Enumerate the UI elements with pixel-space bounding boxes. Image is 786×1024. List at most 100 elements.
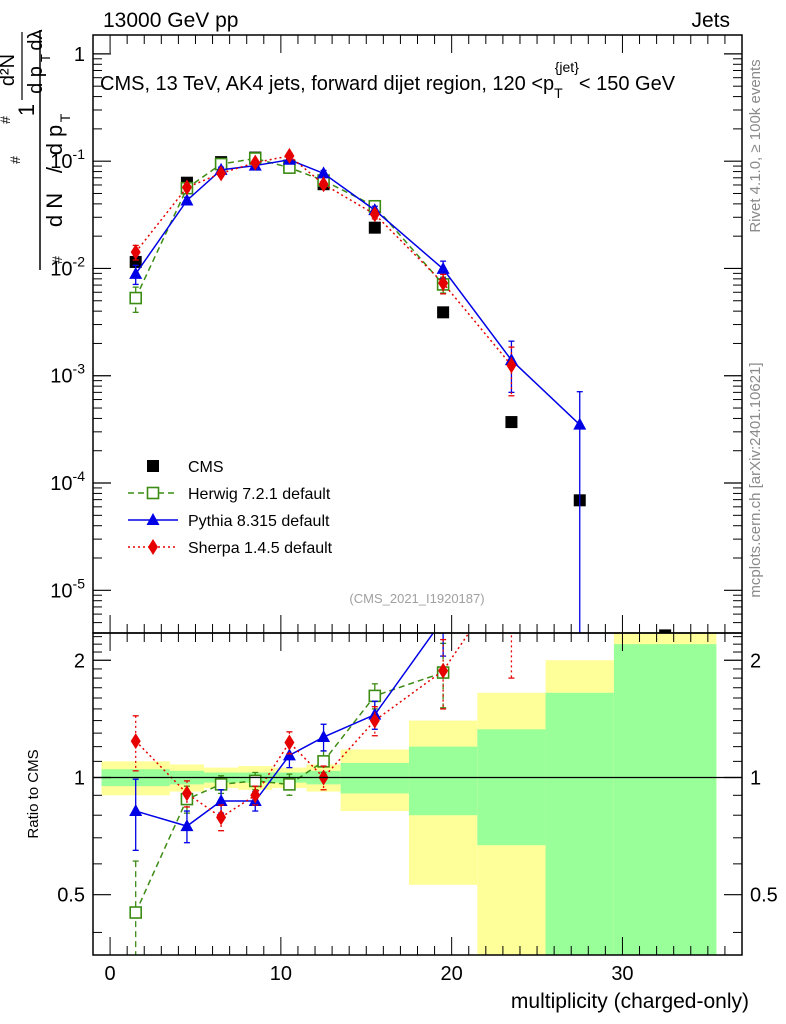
ylabel-dN: d N [42,193,67,227]
main-pythia-point [436,261,450,274]
ratio-band-inner-9 [545,692,614,955]
main-herwig-point [129,291,142,305]
ratio-sherpa-point [506,563,516,579]
ylabel-hash-1: # [49,256,65,264]
ratio-sherpa-point [284,734,295,751]
ratio-y-tick-label-right: 2 [750,650,761,672]
legend-cms-marker [147,460,159,472]
ratio-herwig-point [283,778,296,791]
main-sherpa-point [130,244,141,261]
main-cms-point [659,629,672,633]
main-pythia-line [135,159,581,426]
ratio-pythia-point [214,794,228,807]
main-cms-point [368,221,381,234]
ratio-pythia-point [317,730,331,743]
main-sherpa-point [181,179,192,196]
ylabel-hash-top: # [7,156,23,164]
axes-layer: 1 10-1 10-2 10-3 10-4 10-5 0 10 20 30 0.5 0.5 1 1 2 2 [50,35,778,985]
title-sup: {jet} [555,59,579,75]
ratio-series-layer [129,563,516,955]
x-tick-label: 10 [270,963,292,985]
x-tick-label: 20 [441,963,463,985]
title-suffix: < 150 GeV [579,73,676,95]
ratio-sherpa-line [135,633,470,819]
main-y-tick-label: 10-1 [50,146,85,173]
ratio-y-tick-label-right: 0.5 [750,885,778,907]
ylabel-one: 1 [14,104,39,116]
ratio-sherpa-point [130,733,141,750]
ratio-pythia-point [180,819,194,832]
ratio-sherpa-point [369,712,380,729]
main-y-tick-label: 10-5 [50,575,85,602]
analysis-watermark: (CMS_2021_I1920187) [349,591,484,606]
main-y-tick-label: 10-2 [50,253,85,280]
main-y-tick-label: 1 [74,44,85,66]
ratio-band-inner-6 [340,762,409,794]
main-sherpa-point [216,165,227,182]
ylabel-T2: T [38,54,53,62]
main-pythia-point [129,266,143,279]
ratio-herwig-point [368,689,382,703]
ratio-band-inner-8 [477,729,546,846]
main-y-tick-label: 10-4 [50,468,85,495]
ratio-sherpa-point [438,662,449,679]
title-sub: T [554,85,563,101]
ylabel-hash-2: # [0,116,13,124]
legend-cms-label: CMS [188,459,224,476]
legend-herwig-marker [146,486,160,500]
ratio-herwig-point [214,778,228,791]
main-pythia-point [180,193,194,206]
x-tick-label: 30 [611,963,633,985]
legend: CMS Herwig 7.2.1 default Pythia 8.315 defa… [128,459,333,557]
ratio-sherpa-point [181,785,192,802]
ratio-band-inner-10 [613,644,717,955]
main-cms-point [505,416,518,429]
main-sherpa-point [284,147,295,164]
main-y-axis-label: # 1 d N / d p T # d²N d p T dλ # [0,29,73,270]
ylabel-slash: / [42,166,67,173]
mcplots-label: mcplots.cern.ch [arXiv:2401.10621] [747,362,764,597]
ratio-pythia-point [129,804,143,817]
ylabel-dptdl: d p [25,66,47,94]
main-y-tick-label: 10-3 [50,361,85,388]
main-sherpa-point [506,357,517,374]
x-axis-label: multiplicity (charged-only) [511,990,749,1013]
main-sherpa-point [250,154,261,171]
main-pythia-point [317,166,331,179]
main-sherpa-point [438,275,449,292]
plot-title: CMS, 13 TeV, AK4 jets, forward dijet reg… [100,59,676,101]
main-pythia-point [573,417,587,430]
ratio-sherpa-point [250,787,261,804]
ratio-pythia-point [437,612,450,624]
main-cms-point [437,306,450,319]
ylabel-dl: dλ [25,29,47,50]
title-prefix: CMS, 13 TeV, AK4 jets, forward dijet reg… [100,73,554,95]
rivet-version-label: Rivet 4.1.0, ≥ 100k events [747,59,764,232]
ratio-y-tick-label-right: 1 [750,767,761,789]
legend-pythia-marker [146,513,160,525]
ratio-y-tick-label: 0.5 [57,885,85,907]
x-tick-label: 0 [105,963,116,985]
ratio-band-inner-7 [408,746,478,816]
header-right: Jets [691,9,730,32]
ratio-y-tick-label: 2 [74,650,85,672]
ratio-y-axis-label: Ratio to CMS [25,749,42,838]
main-sherpa-point [369,206,380,223]
ylabel-dpt: d p [42,125,67,156]
ratio-sherpa-point [216,809,227,826]
legend-pythia-label: Pythia 8.315 default [188,513,330,530]
ylabel-T: T [57,113,73,122]
ratio-herwig-point [317,755,330,768]
ratio-pythia-line [135,633,435,827]
ratio-y-tick-label: 1 [74,767,85,789]
ratio-uncertainty-bands [101,633,717,955]
main-sherpa-point [318,176,329,193]
legend-sherpa-marker [148,539,158,555]
legend-herwig-label: Herwig 7.2.1 default [188,486,331,503]
main-series-layer [129,147,672,633]
header-left: 13000 GeV pp [103,9,238,32]
ylabel-d2N: d²N [0,54,19,86]
ratio-herwig-point [129,906,142,919]
legend-sherpa-label: Sherpa 1.4.5 default [188,540,333,557]
